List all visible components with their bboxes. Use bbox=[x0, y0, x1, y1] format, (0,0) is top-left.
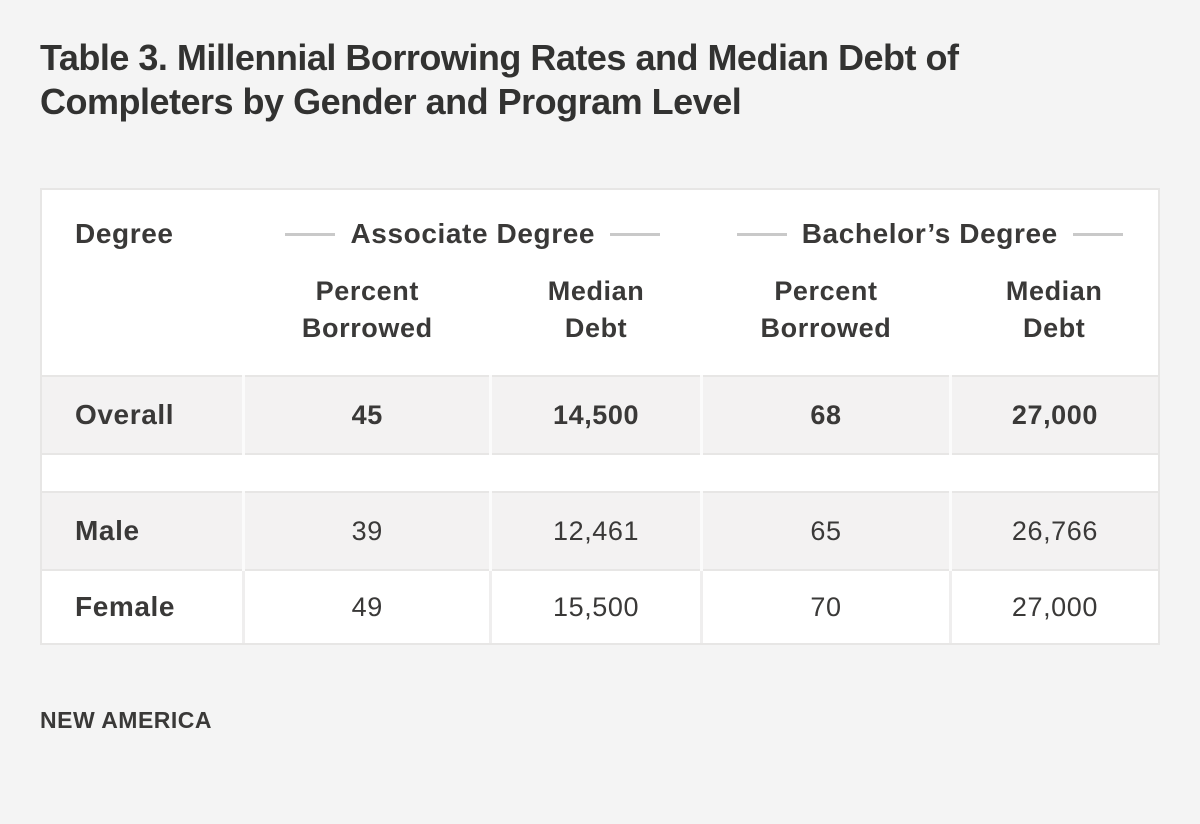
group-header-label: Bachelor’s Degree bbox=[801, 218, 1058, 249]
spacer-row bbox=[42, 453, 1158, 493]
cell-value: 14,500 bbox=[489, 375, 702, 454]
group-header-associate: Associate Degree bbox=[243, 190, 702, 251]
cell-value: 12,461 bbox=[489, 491, 702, 570]
brand-footer: NEW AMERICA bbox=[40, 707, 213, 733]
table-row-female: Female 49 15,500 70 27,000 bbox=[42, 569, 1158, 643]
cell-value: 27,000 bbox=[948, 569, 1158, 643]
table-body: Overall 45 14,500 68 27,000 Male 39 12,4… bbox=[42, 375, 1158, 643]
borrowing-rates-table: Degree Associate Degree Bachelor’s Degre… bbox=[42, 190, 1158, 643]
table-header: Degree Associate Degree Bachelor’s Degre… bbox=[42, 190, 1158, 376]
subheader-row: Percent Borrowed Median Debt Percent Bor… bbox=[42, 251, 1158, 376]
degree-column-header: Degree bbox=[42, 190, 244, 251]
group-divider-line bbox=[610, 232, 661, 236]
subheader-associate-median-debt: Median Debt bbox=[490, 251, 702, 376]
cell-value: 27,000 bbox=[948, 375, 1158, 454]
group-divider-line bbox=[285, 232, 336, 236]
cell-value: 45 bbox=[242, 375, 491, 454]
table-card: Degree Associate Degree Bachelor’s Degre… bbox=[40, 188, 1160, 645]
cell-value: 65 bbox=[700, 491, 951, 570]
row-label: Female bbox=[42, 569, 244, 643]
cell-value: 15,500 bbox=[489, 569, 702, 643]
cell-value: 68 bbox=[700, 375, 951, 454]
cell-value: 49 bbox=[242, 569, 491, 643]
row-label: Overall bbox=[42, 375, 244, 454]
group-header-bachelors: Bachelor’s Degree bbox=[701, 190, 1158, 251]
table-row-male: Male 39 12,461 65 26,766 bbox=[42, 491, 1158, 570]
page-title: Table 3. Millennial Borrowing Rates and … bbox=[40, 37, 959, 122]
group-header-label: Associate Degree bbox=[350, 218, 596, 249]
subheader-bachelors-median-debt: Median Debt bbox=[950, 251, 1158, 376]
table-row-overall: Overall 45 14,500 68 27,000 bbox=[42, 375, 1158, 454]
subheader-empty-cell bbox=[42, 251, 244, 376]
cell-value: 26,766 bbox=[948, 491, 1158, 570]
row-label: Male bbox=[42, 491, 244, 570]
group-header-row: Degree Associate Degree Bachelor’s Degre… bbox=[42, 190, 1158, 251]
cell-value: 39 bbox=[242, 491, 491, 570]
subheader-associate-percent-borrowed: Percent Borrowed bbox=[243, 251, 491, 376]
cell-value: 70 bbox=[700, 569, 951, 643]
subheader-bachelors-percent-borrowed: Percent Borrowed bbox=[701, 251, 951, 376]
group-divider-line bbox=[1072, 232, 1123, 236]
group-divider-line bbox=[736, 232, 787, 236]
